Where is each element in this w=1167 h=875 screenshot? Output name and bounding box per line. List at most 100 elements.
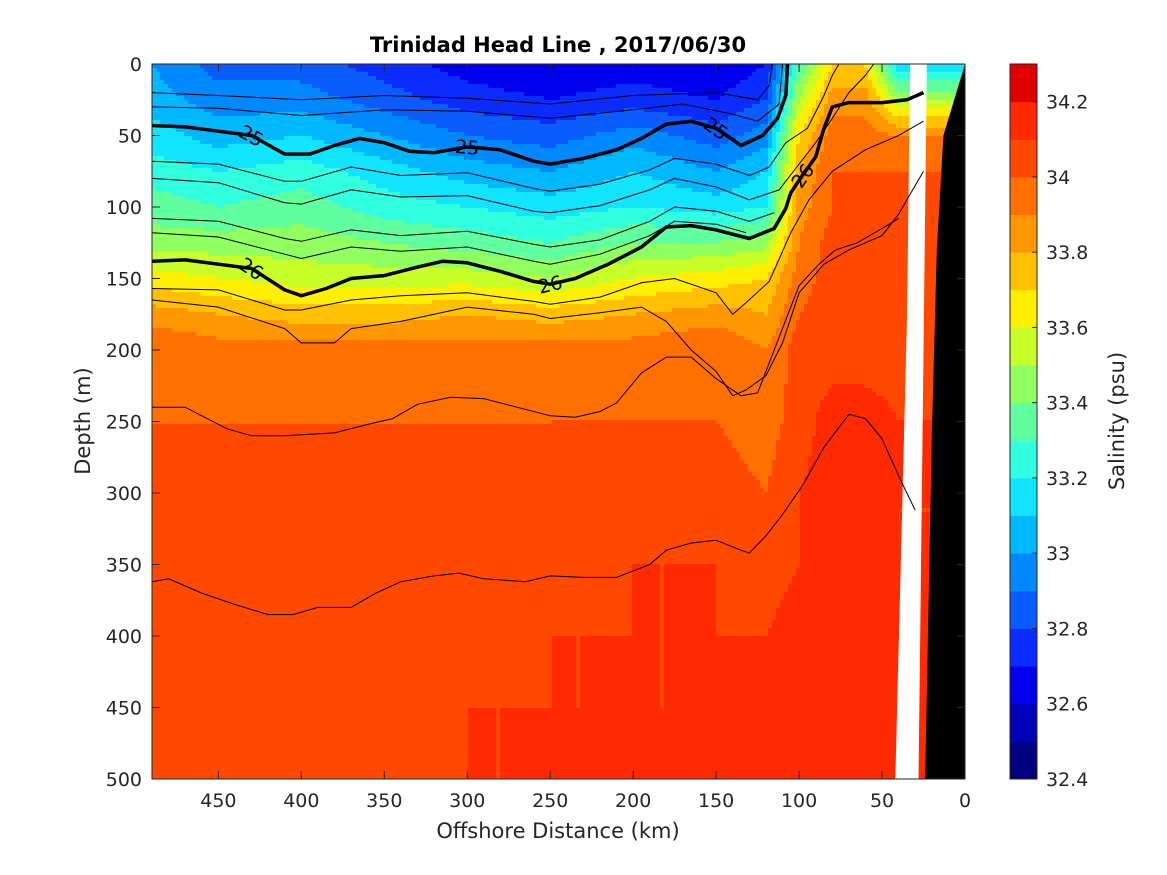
salinity-cell [160, 144, 165, 149]
salinity-cell [152, 592, 157, 597]
salinity-cell [176, 100, 181, 105]
salinity-cell [156, 536, 161, 541]
salinity-cell [176, 116, 181, 121]
salinity-cell [160, 720, 165, 725]
salinity-cell [160, 292, 165, 297]
salinity-cell [156, 768, 161, 773]
salinity-cell [160, 104, 165, 109]
salinity-cell [156, 196, 161, 201]
salinity-cell [164, 252, 169, 257]
salinity-cell [160, 304, 165, 309]
salinity-cell [160, 716, 165, 721]
salinity-cell [168, 740, 173, 745]
salinity-cell [156, 312, 161, 317]
salinity-cell [164, 492, 169, 497]
salinity-cell [160, 480, 165, 485]
salinity-cell [168, 332, 173, 337]
salinity-cell [160, 268, 165, 273]
salinity-cell [156, 212, 161, 217]
salinity-cell [168, 192, 173, 197]
salinity-cell [176, 128, 181, 133]
salinity-cell [176, 136, 181, 141]
salinity-cell [152, 344, 157, 349]
salinity-cell [156, 380, 161, 385]
salinity-cell [172, 624, 177, 629]
salinity-cell [176, 152, 181, 157]
salinity-cell [152, 696, 157, 701]
salinity-cell [156, 280, 161, 285]
salinity-cell [168, 112, 173, 117]
salinity-cell [152, 340, 157, 345]
salinity-cell [168, 484, 173, 489]
salinity-cell [152, 104, 157, 109]
salinity-cell [160, 436, 165, 441]
salinity-cell [164, 552, 169, 557]
salinity-cell [152, 184, 157, 189]
salinity-cell [152, 688, 157, 693]
salinity-cell [160, 420, 165, 425]
salinity-cell [164, 608, 169, 613]
salinity-cell [160, 184, 165, 189]
salinity-cell [172, 296, 177, 301]
salinity-cell [168, 584, 173, 589]
salinity-cell [164, 352, 169, 357]
salinity-cell [156, 636, 161, 641]
salinity-cell [156, 556, 161, 561]
salinity-cell [160, 736, 165, 741]
salinity-cell [172, 620, 177, 625]
salinity-cell [156, 656, 161, 661]
salinity-cell [168, 384, 173, 389]
salinity-cell [164, 428, 169, 433]
salinity-cell [168, 616, 173, 621]
salinity-cell [172, 688, 177, 693]
salinity-cell [168, 312, 173, 317]
salinity-cell [152, 172, 157, 177]
salinity-cell [168, 456, 173, 461]
salinity-cell [160, 768, 165, 773]
salinity-cell [152, 668, 157, 673]
salinity-cell [168, 632, 173, 637]
salinity-cell [176, 156, 181, 161]
salinity-cell [172, 164, 177, 169]
salinity-cell [164, 136, 169, 141]
salinity-cell [168, 244, 173, 249]
salinity-cell [152, 624, 157, 629]
salinity-cell [152, 676, 157, 681]
salinity-cell [152, 536, 157, 541]
salinity-cell [172, 388, 177, 393]
salinity-cell [172, 536, 177, 541]
salinity-cell [156, 484, 161, 489]
salinity-cell [164, 560, 169, 565]
salinity-cell [152, 656, 157, 661]
salinity-cell [172, 764, 177, 769]
salinity-cell [160, 524, 165, 529]
salinity-cell [152, 556, 157, 561]
salinity-cell [164, 756, 169, 761]
salinity-cell [168, 380, 173, 385]
salinity-cell [156, 684, 161, 689]
salinity-cell [160, 244, 165, 249]
salinity-cell [172, 596, 177, 601]
salinity-cell [172, 400, 177, 405]
salinity-cell [160, 428, 165, 433]
salinity-cell [168, 648, 173, 653]
salinity-cell [160, 440, 165, 445]
salinity-cell [172, 156, 177, 161]
salinity-cell [164, 304, 169, 309]
salinity-cell [160, 460, 165, 465]
salinity-cell [156, 616, 161, 621]
salinity-cell [160, 320, 165, 325]
salinity-cell [164, 412, 169, 417]
salinity-cell [152, 284, 157, 289]
salinity-cell [164, 456, 169, 461]
salinity-cell [152, 768, 157, 773]
salinity-cell [172, 464, 177, 469]
salinity-cell [156, 700, 161, 705]
salinity-cell [160, 248, 165, 253]
salinity-cell [156, 568, 161, 573]
salinity-cell [168, 76, 173, 81]
salinity-cell [172, 608, 177, 613]
salinity-cell [160, 392, 165, 397]
salinity-cell [156, 332, 161, 337]
salinity-cell [164, 164, 169, 169]
